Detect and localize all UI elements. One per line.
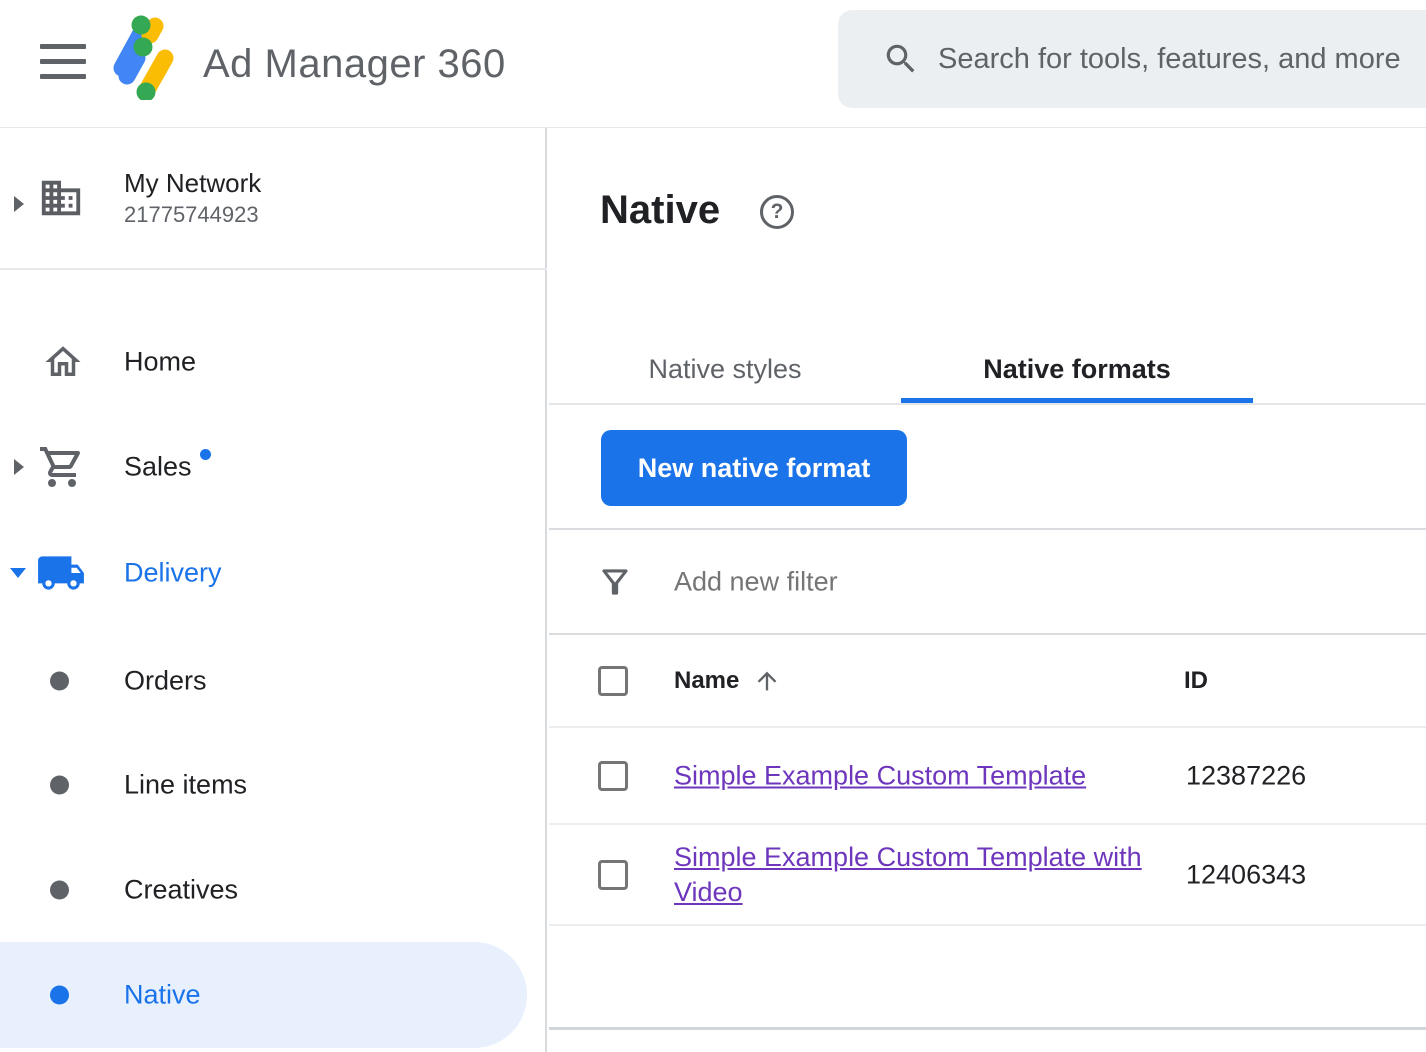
main-content: Native ? Native styles Native formats Ne… [549, 128, 1426, 1052]
divider [549, 633, 1426, 635]
top-app-bar: Ad Manager 360 [0, 0, 1426, 128]
chevron-right-icon [14, 459, 24, 475]
hamburger-menu-icon[interactable] [40, 44, 86, 79]
building-icon [41, 180, 81, 216]
sidebar-item-sales[interactable]: Sales [0, 435, 547, 499]
row-checkbox[interactable] [598, 760, 628, 791]
native-format-link[interactable]: Simple Example Custom Template [674, 760, 1087, 790]
shopping-cart-icon [40, 447, 81, 487]
divider [549, 528, 1426, 530]
global-search-bar[interactable] [838, 10, 1426, 108]
sidebar-item-label: Orders [124, 665, 207, 696]
table-row: Simple Example Custom Template 12387226 [549, 728, 1426, 823]
divider [549, 726, 1426, 728]
sidebar-item-label: Creatives [124, 874, 239, 905]
add-filter-control[interactable]: Add new filter [549, 530, 1426, 633]
bullet-icon [50, 880, 69, 900]
divider [549, 823, 1426, 825]
delivery-truck-icon [38, 556, 84, 590]
add-filter-label: Add new filter [674, 566, 838, 596]
network-name: My Network [124, 168, 262, 198]
sidebar-item-label: Line items [124, 769, 248, 800]
divider [549, 403, 1426, 405]
row-checkbox[interactable] [598, 859, 628, 890]
home-icon [45, 346, 81, 376]
select-all-checkbox[interactable] [598, 665, 628, 696]
sidebar-item-home[interactable]: Home [0, 330, 547, 394]
tab-native-styles[interactable]: Native styles [549, 336, 901, 403]
sidebar-item-native-selected[interactable]: Native [0, 942, 527, 1048]
sidebar-item-orders[interactable]: Orders [0, 649, 547, 713]
sidebar-item-delivery[interactable]: Delivery [0, 541, 547, 605]
ad-manager-logo-icon [113, 15, 174, 100]
filter-funnel-icon [602, 569, 628, 595]
table-footer-divider [549, 1027, 1426, 1030]
tab-label: Native styles [648, 354, 802, 384]
chevron-down-icon [10, 568, 26, 578]
bullet-icon [50, 671, 69, 691]
sidebar: My Network 21775744923 Home Sales Delive… [0, 128, 547, 1052]
active-tab-indicator [901, 398, 1253, 403]
native-format-id: 12387226 [1186, 760, 1307, 790]
column-header-name[interactable]: Name [674, 667, 781, 695]
sidebar-item-label: Delivery [124, 557, 222, 588]
table-header-row: Name ID [549, 635, 1426, 726]
native-format-id: 12406343 [1186, 859, 1307, 889]
sidebar-item-label: Home [124, 346, 197, 377]
search-icon [886, 44, 915, 73]
network-selector[interactable]: My Network 21775744923 [0, 148, 547, 248]
sidebar-item-label: Native [124, 979, 201, 1010]
network-id: 21775744923 [124, 202, 259, 227]
new-native-format-button[interactable]: New native format [601, 430, 907, 506]
page-title: Native [600, 188, 721, 232]
bullet-icon [50, 775, 69, 795]
notification-dot [200, 449, 211, 460]
chevron-right-icon [14, 196, 24, 212]
column-label: Name [674, 666, 740, 694]
sidebar-item-creatives[interactable]: Creatives [0, 858, 547, 922]
sort-ascending-arrow-icon [758, 671, 777, 690]
tab-bar: Native styles Native formats [549, 336, 1426, 403]
divider [0, 268, 547, 270]
search-input[interactable] [938, 10, 1426, 108]
column-header-id: ID [1184, 666, 1208, 694]
help-icon[interactable]: ? [760, 195, 794, 229]
divider [549, 924, 1426, 926]
sidebar-item-line-items[interactable]: Line items [0, 753, 547, 817]
bullet-icon [50, 985, 69, 1005]
sidebar-item-label: Sales [124, 451, 192, 482]
tab-native-formats[interactable]: Native formats [901, 336, 1253, 403]
app-title: Ad Manager 360 [203, 42, 506, 86]
tab-label: Native formats [983, 354, 1171, 384]
native-format-link[interactable]: Simple Example Custom Template with Vide… [674, 841, 1142, 907]
table-row: Simple Example Custom Template with Vide… [549, 825, 1426, 924]
